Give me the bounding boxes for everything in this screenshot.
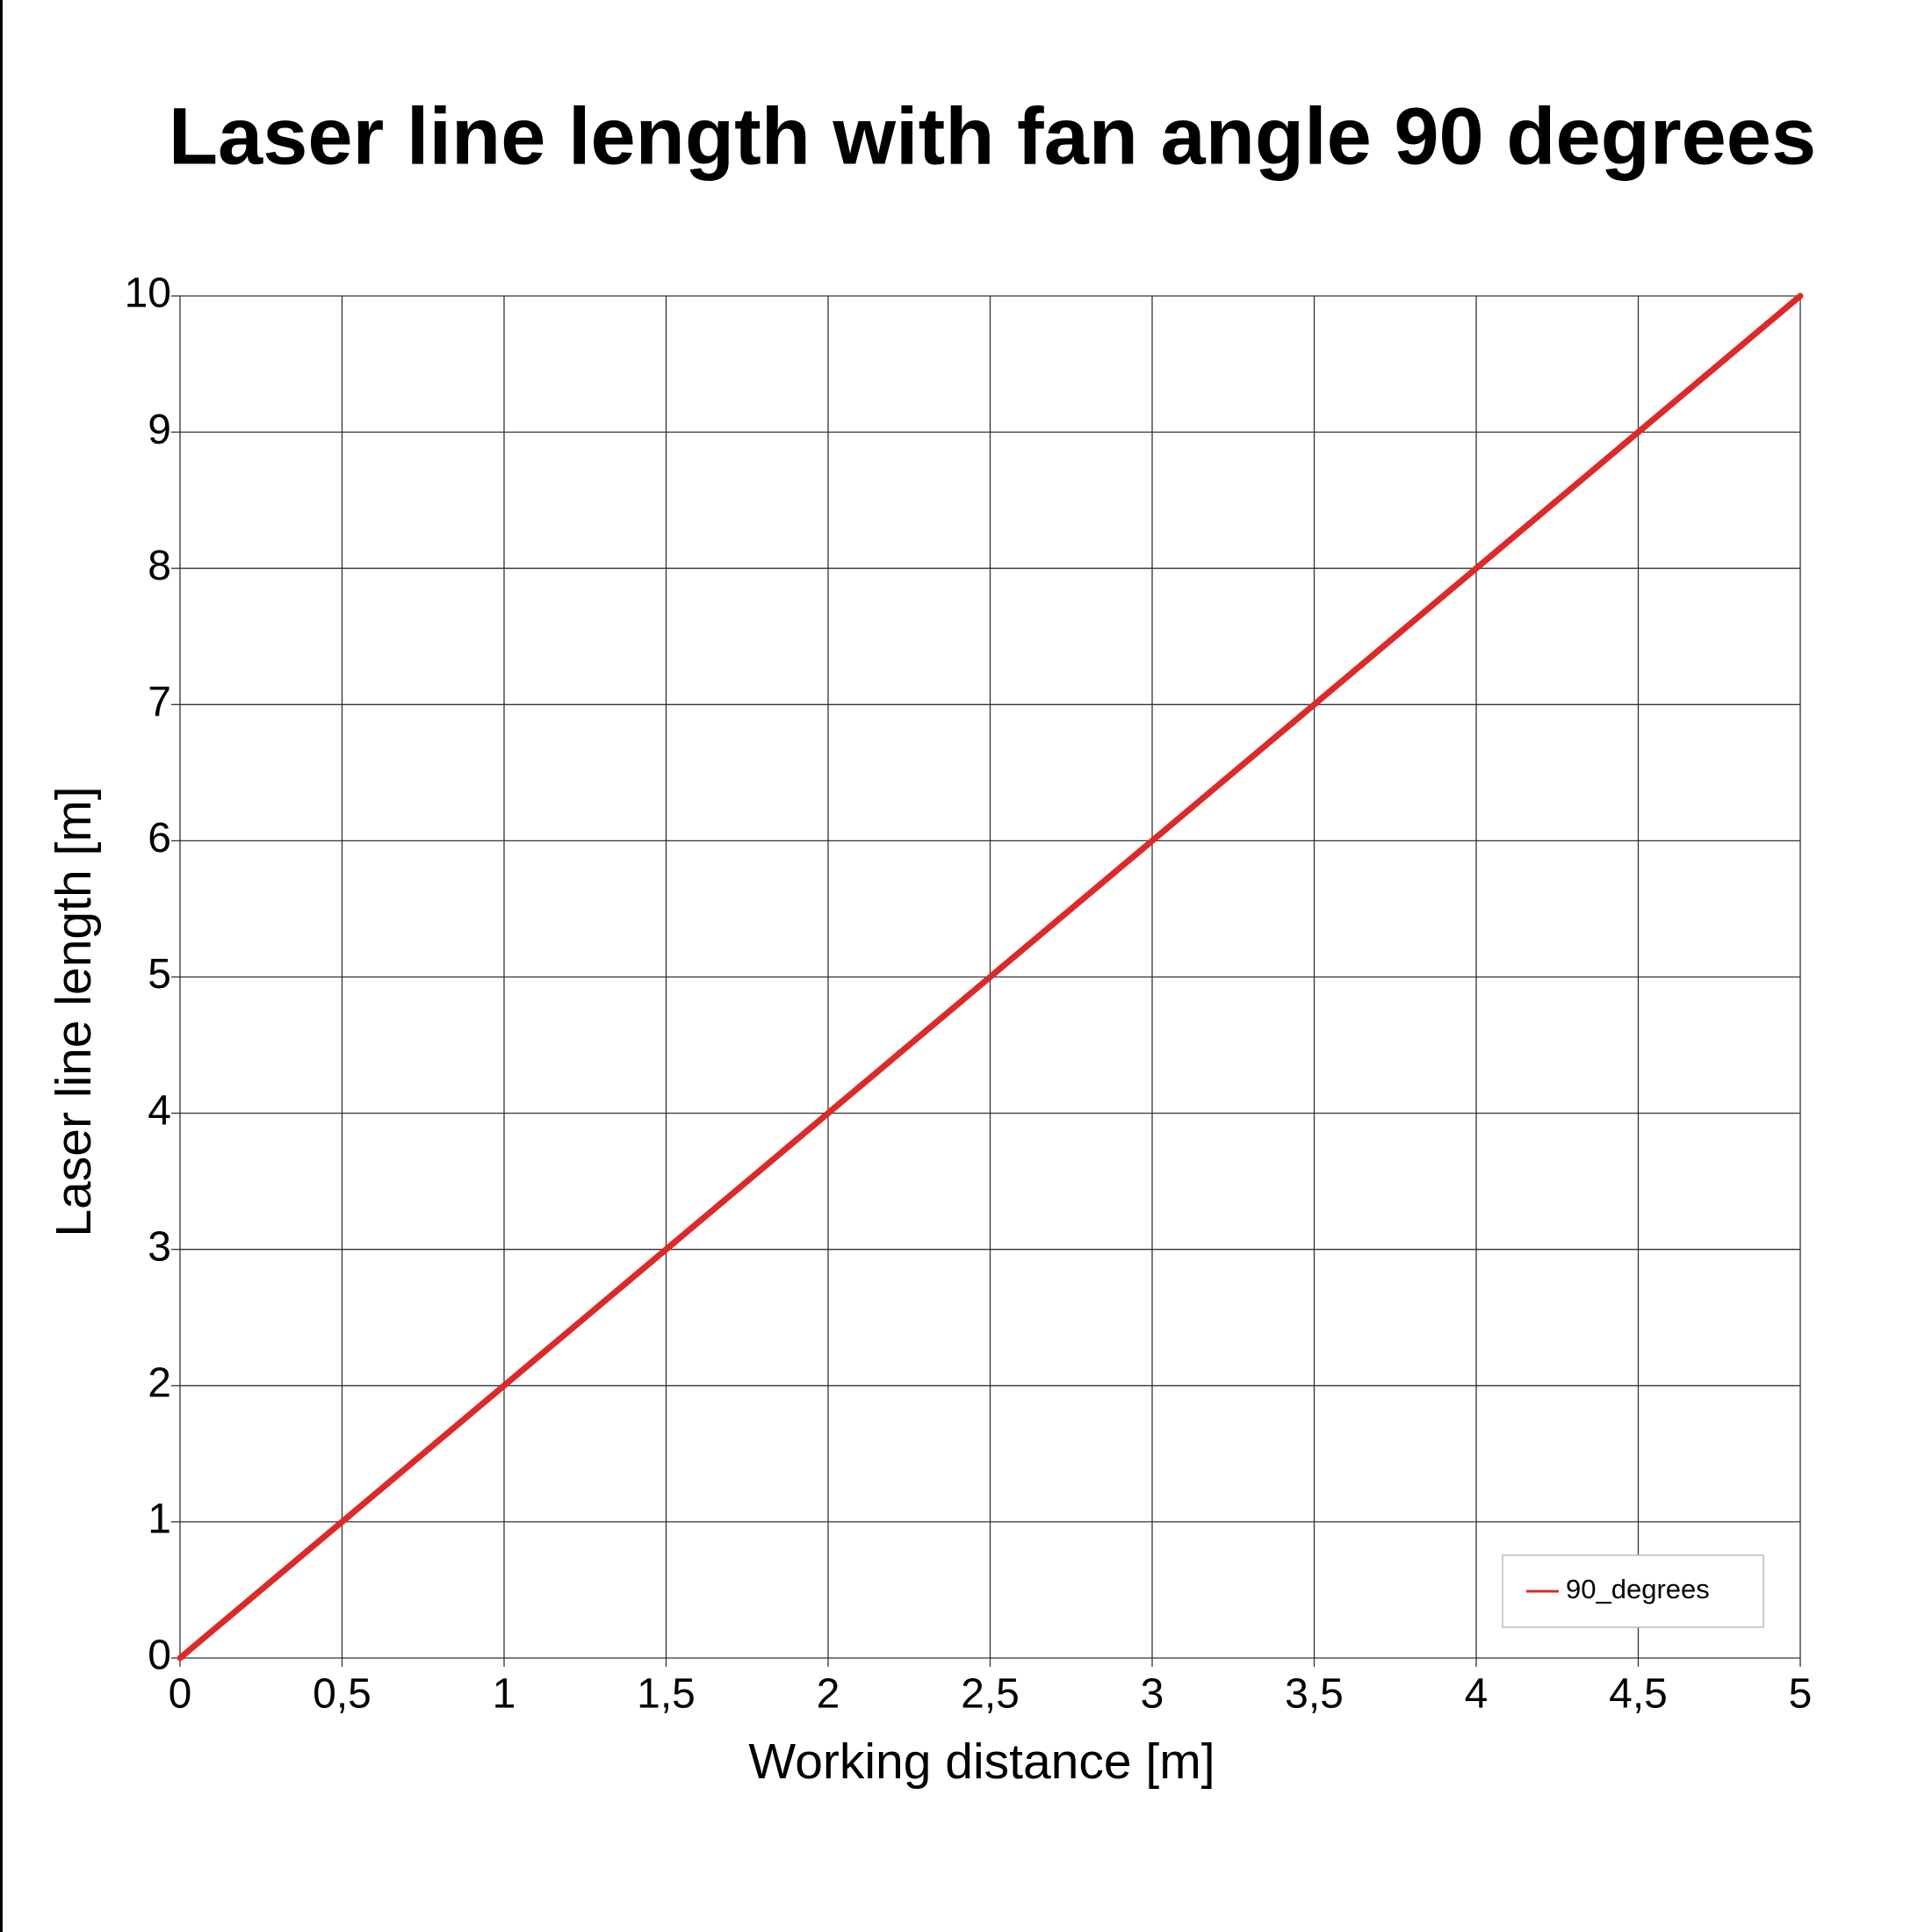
y-tick-label: 10 bbox=[125, 270, 171, 317]
x-axis-label: Working distance [m] bbox=[748, 1734, 1215, 1790]
x-tick-label: 0,5 bbox=[313, 1671, 371, 1718]
y-tick-label: 7 bbox=[148, 679, 171, 725]
y-tick-label: 6 bbox=[148, 815, 171, 861]
x-tick-label: 2,5 bbox=[961, 1671, 1020, 1718]
chart-title: Laser line length with fan angle 90 degr… bbox=[169, 91, 1816, 181]
x-tick-label: 5 bbox=[1789, 1671, 1813, 1718]
x-tick-label: 4,5 bbox=[1609, 1671, 1668, 1718]
y-tick-label: 3 bbox=[148, 1223, 171, 1270]
x-tick-label: 4 bbox=[1465, 1671, 1489, 1718]
x-tick-label: 2 bbox=[817, 1671, 840, 1718]
y-tick-label: 5 bbox=[148, 951, 171, 998]
x-tick-label: 3,5 bbox=[1285, 1671, 1344, 1718]
x-tick-label: 0 bbox=[169, 1671, 192, 1718]
y-tick-label: 1 bbox=[148, 1496, 171, 1543]
legend-label: 90_degrees bbox=[1566, 1574, 1710, 1604]
y-axis-label: Laser line length [m] bbox=[46, 786, 102, 1236]
y-tick-label: 4 bbox=[148, 1087, 171, 1134]
x-tick-label: 1,5 bbox=[637, 1671, 696, 1718]
x-tick-label: 1 bbox=[493, 1671, 516, 1718]
y-tick-label: 9 bbox=[148, 407, 171, 453]
x-tick-label: 3 bbox=[1141, 1671, 1164, 1718]
y-tick-label: 2 bbox=[148, 1359, 171, 1406]
y-tick-label: 0 bbox=[148, 1633, 171, 1679]
data-line bbox=[177, 292, 1804, 1662]
y-tick-label: 8 bbox=[148, 543, 171, 589]
